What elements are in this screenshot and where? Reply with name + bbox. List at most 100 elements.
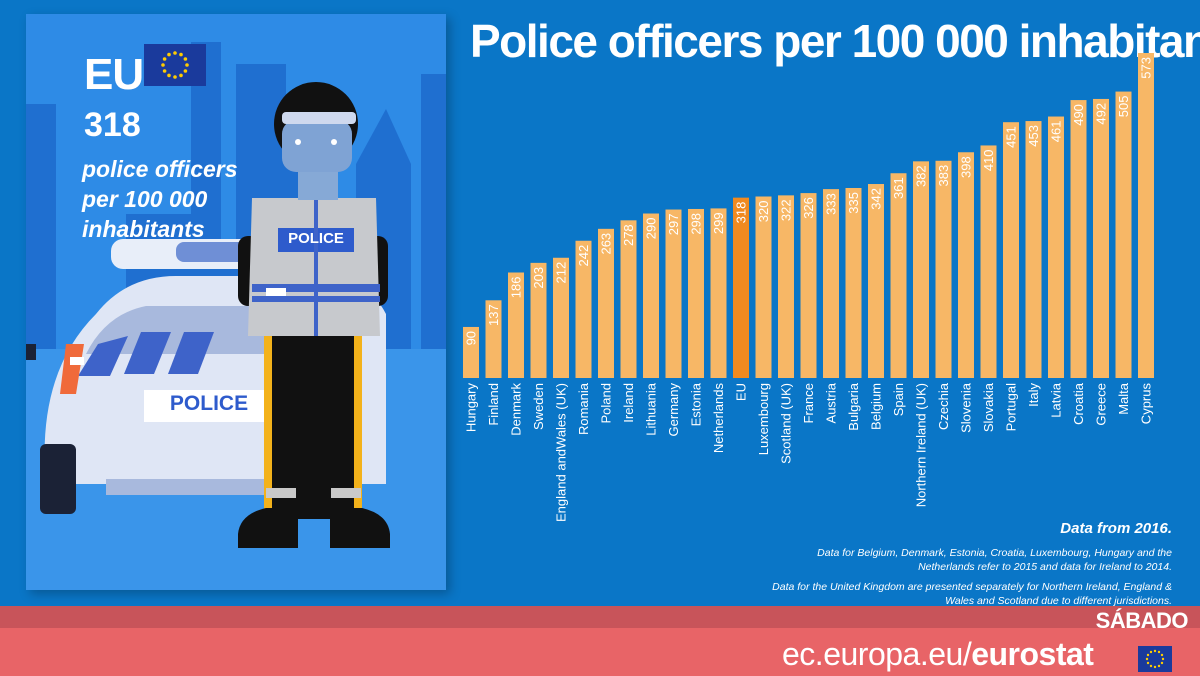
value-label: 333 (824, 193, 839, 215)
bar-czechia (935, 160, 952, 378)
stamp-label: SÁBADO (1095, 608, 1189, 633)
red-band (0, 606, 1200, 628)
eu-flag-icon (144, 44, 206, 86)
category-label: Denmark (509, 383, 524, 436)
eu-desc-line-2: per 100 000 (82, 186, 208, 212)
bar-portugal (1003, 122, 1019, 378)
category-label: Croatia (1071, 382, 1086, 425)
car-label: POLICE (169, 392, 249, 415)
bar-spain (890, 173, 907, 378)
eu-value: 318 (84, 106, 141, 144)
eu-desc-line-1: police officers (82, 156, 238, 182)
bar-netherlands (710, 208, 727, 378)
category-label: Spain (891, 383, 906, 416)
value-label: 453 (1026, 125, 1041, 147)
bar-france (800, 193, 817, 378)
police-officer (238, 82, 390, 548)
bar-slovenia (958, 152, 974, 378)
bar-hungary (463, 326, 479, 378)
bar-finland (485, 300, 502, 378)
bar-cyprus (1138, 53, 1154, 378)
category-label: Italy (1026, 383, 1041, 407)
bar-england-andwales-uk- (553, 257, 569, 378)
eurostat-flag-icon (1138, 646, 1172, 672)
vest-label: POLICE (288, 230, 344, 247)
bar-luxembourg (755, 196, 772, 378)
value-label: 382 (914, 165, 929, 187)
value-label: 492 (1094, 103, 1109, 125)
data-year-note: Data from 2016. (1060, 520, 1172, 537)
bar-slovakia (980, 145, 997, 378)
value-label: 398 (959, 156, 974, 178)
url-prefix: ec.europa.eu/ (782, 636, 972, 672)
category-label: Lithuania (644, 382, 659, 436)
category-label: Germany (666, 383, 681, 437)
bar-poland (598, 228, 614, 378)
bar-sweden (530, 262, 547, 378)
eu-label: EU (84, 50, 144, 99)
category-label: Slovakia (981, 382, 996, 432)
bar-scotland-uk- (778, 195, 794, 378)
value-label: 242 (576, 245, 591, 267)
value-label: 326 (801, 197, 816, 219)
category-label: Poland (599, 383, 614, 423)
police-illustration (26, 42, 446, 590)
chart-title: Police officers per 100 000 inhabitants (470, 15, 1200, 67)
value-label: 318 (734, 202, 749, 224)
value-label: 410 (981, 149, 996, 171)
category-label: Scotland (UK) (779, 383, 794, 464)
footnote-1: Data for Belgium, Denmark, Estonia, Croa… (817, 547, 1172, 573)
category-label: France (801, 383, 816, 423)
bar-eu (733, 197, 749, 378)
value-label: 137 (486, 304, 501, 326)
bar-austria (823, 189, 839, 378)
category-label: Belgium (869, 383, 884, 430)
bar-estonia (688, 208, 704, 378)
value-label: 297 (666, 214, 681, 236)
source-url[interactable]: ec.europa.eu/eurostat (782, 636, 1094, 673)
category-label: Czechia (936, 382, 951, 430)
bar-croatia (1070, 100, 1087, 379)
bar-northern-ireland-uk- (913, 161, 929, 378)
category-label: Romania (576, 382, 591, 435)
category-label: Ireland (621, 383, 636, 423)
value-label: 263 (599, 233, 614, 255)
value-label: 335 (846, 192, 861, 214)
value-label: 186 (509, 277, 524, 299)
category-label: Latvia (1049, 382, 1064, 417)
value-label: 490 (1071, 104, 1086, 126)
category-label: Luxembourg (756, 383, 771, 455)
footnote-2: Data for the United Kingdom are presente… (772, 581, 1172, 607)
category-label: Austria (824, 382, 839, 423)
value-label: 90 (464, 331, 479, 345)
value-label: 320 (756, 200, 771, 222)
value-label: 383 (936, 165, 951, 187)
category-label: Cyprus (1139, 383, 1154, 425)
bar-belgium (868, 184, 884, 378)
value-label: 573 (1139, 57, 1154, 79)
value-label: 361 (891, 177, 906, 199)
category-label: EU (734, 383, 749, 401)
category-label: Northern Ireland (UK) (914, 383, 929, 507)
bar-germany (665, 209, 682, 378)
bar-denmark (508, 272, 524, 378)
category-label: Sweden (531, 383, 546, 430)
category-label: England andWales (UK) (554, 383, 569, 522)
bar-ireland (620, 220, 637, 378)
value-label: 298 (689, 213, 704, 235)
category-label: Hungary (464, 383, 479, 433)
value-label: 322 (779, 199, 794, 221)
bar-romania (575, 240, 592, 378)
eu-description: police officers per 100 000 inhabitants (82, 154, 242, 244)
footer (0, 628, 1200, 676)
category-label: Finland (486, 383, 501, 426)
illustration-card: EU 318 police officers per 100 000 inhab… (26, 14, 446, 590)
url-bold: eurostat (971, 636, 1094, 672)
value-label: 203 (531, 267, 546, 289)
bar-italy (1025, 121, 1042, 378)
category-label: Slovenia (959, 382, 974, 433)
category-label: Malta (1116, 382, 1131, 415)
value-label: 461 (1049, 121, 1064, 143)
value-label: 505 (1116, 96, 1131, 118)
bar-greece (1093, 98, 1109, 378)
